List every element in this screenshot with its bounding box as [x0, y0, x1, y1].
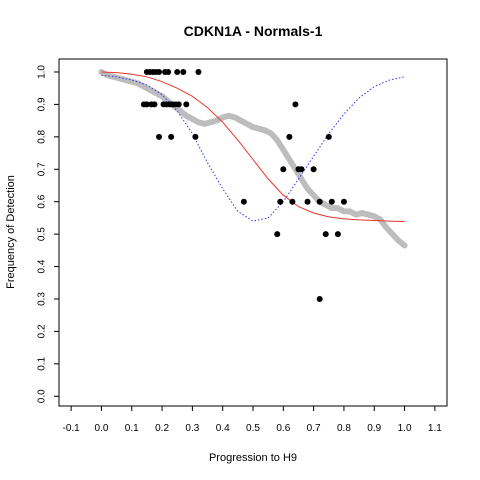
- red-curve-path: [101, 71, 405, 222]
- x-tick-label: 1.1: [428, 423, 442, 434]
- blue-dotted-curve: [101, 74, 405, 222]
- black-point: [298, 166, 305, 173]
- black-point: [328, 198, 335, 205]
- black-point: [280, 166, 287, 173]
- black-point: [304, 198, 311, 205]
- x-tick-label: 0.7: [307, 423, 321, 434]
- black-point: [334, 231, 341, 238]
- black-point: [325, 133, 332, 140]
- black-point: [174, 68, 181, 75]
- black-points-series: [140, 68, 347, 302]
- black-point: [274, 231, 281, 238]
- black-point: [240, 198, 247, 205]
- black-point: [143, 101, 150, 108]
- y-tick-label: 0.2: [37, 324, 48, 338]
- x-tick-label: 0.0: [94, 423, 108, 434]
- black-point: [156, 68, 163, 75]
- x-tick-label: 0.1: [125, 423, 139, 434]
- black-point: [340, 198, 347, 205]
- x-tick-label: 0.8: [337, 423, 351, 434]
- y-axis-label: Frequency of Detection: [5, 175, 17, 289]
- y-tick-label: 0.8: [37, 129, 48, 143]
- y-axis: 0.0 0.1 0.2 0.3 0.4 0.5 0.6 0.7 0.8 0.9 1.0: [37, 65, 59, 403]
- black-point: [310, 166, 317, 173]
- y-tick-label: 0.4: [37, 259, 48, 273]
- black-point: [180, 68, 187, 75]
- y-tick-label: 1.0: [37, 65, 48, 79]
- x-axis-label: Progression to H9: [209, 452, 297, 464]
- y-tick-label: 0.9: [37, 97, 48, 111]
- black-point: [316, 295, 323, 302]
- y-tick-label: 0.5: [37, 227, 48, 241]
- y-tick-label: 0.7: [37, 162, 48, 176]
- y-tick-label: 0.3: [37, 292, 48, 306]
- red-fitted-curve: [101, 71, 405, 222]
- x-tick-label: 0.9: [367, 423, 381, 434]
- black-point: [151, 101, 158, 108]
- black-point: [195, 68, 202, 75]
- black-point: [168, 133, 175, 140]
- black-point: [277, 198, 284, 205]
- x-tick-label: 0.4: [216, 423, 230, 434]
- black-point: [289, 198, 296, 205]
- plot-area: [98, 68, 408, 302]
- black-point: [175, 101, 182, 108]
- gray-point: [401, 242, 408, 249]
- black-point: [192, 133, 199, 140]
- blue-curve-path: [101, 74, 405, 222]
- x-axis: -0.1 0.0 0.1 0.2 0.3 0.4 0.5 0.6 0.7 0.8 0.9 1.0 1.1: [63, 406, 442, 434]
- x-tick-label: 0.6: [276, 423, 290, 434]
- black-point: [322, 231, 329, 238]
- black-point: [292, 101, 299, 108]
- x-tick-label: 0.2: [155, 423, 169, 434]
- x-tick-label: 1.0: [398, 423, 412, 434]
- x-tick-label: 0.5: [246, 423, 260, 434]
- black-point: [156, 133, 163, 140]
- y-tick-label: 0.0: [37, 389, 48, 403]
- x-tick-label: 0.3: [185, 423, 199, 434]
- chart-title: CDKN1A - Normals-1: [184, 23, 323, 39]
- y-tick-label: 0.1: [37, 356, 48, 370]
- black-point: [316, 198, 323, 205]
- black-point: [286, 133, 293, 140]
- black-point: [165, 68, 172, 75]
- y-tick-label: 0.6: [37, 194, 48, 208]
- x-tick-label: -0.1: [63, 423, 81, 434]
- black-point: [183, 101, 190, 108]
